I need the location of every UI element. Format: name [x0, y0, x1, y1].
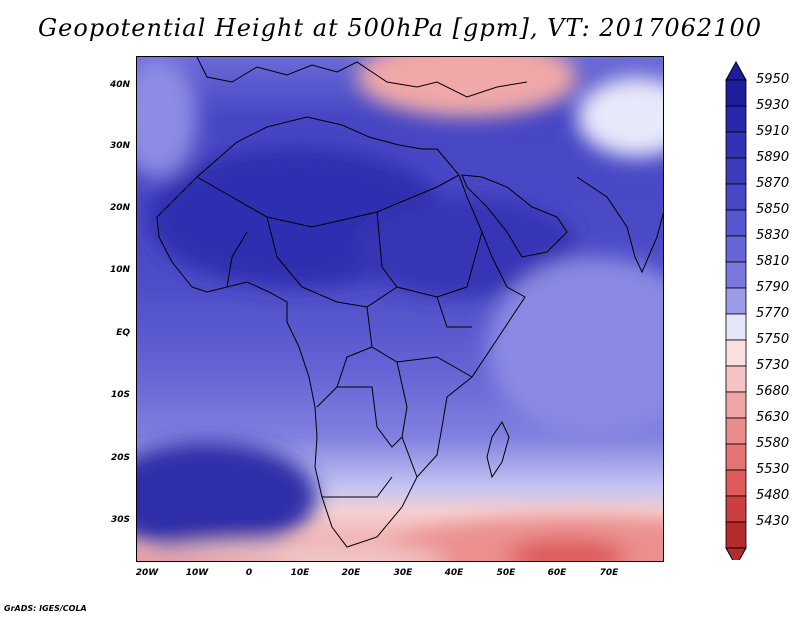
colorbar-level-label: 5870 [756, 176, 790, 191]
colorbar-box [725, 183, 747, 211]
colorbar-level-label: 5770 [756, 306, 790, 321]
colorbar-box [725, 339, 747, 367]
colorbar-box [725, 313, 747, 341]
colorbar-level-label: 5630 [756, 410, 790, 425]
colorbar-level-label: 5480 [756, 488, 790, 503]
colorbar-level-label: 5850 [756, 202, 790, 217]
colorbar-box [725, 391, 747, 419]
footer-credit: GrADS: IGES/COLA [4, 604, 87, 613]
colorbar-box [725, 469, 747, 497]
lat-tick-label: 30N [109, 141, 130, 151]
colorbar-box [725, 79, 747, 107]
lat-tick-label: 40N [109, 80, 130, 90]
lat-tick-label: EQ [116, 328, 130, 338]
colorbar-box [725, 235, 747, 263]
lon-tick-label: 30E [393, 568, 413, 578]
colorbar-level-label: 5430 [756, 514, 790, 529]
colorbar-box [725, 365, 747, 393]
lat-tick-label: 20N [109, 203, 130, 213]
colorbar-box [725, 105, 747, 133]
colorbar-level-label: 5950 [756, 72, 790, 87]
chart-title: Geopotential Height at 500hPa [gpm], VT:… [38, 14, 762, 42]
lat-tick-label: 10S [110, 390, 130, 400]
lon-tick-label: 50E [496, 568, 516, 578]
colorbar-level-label: 5830 [756, 228, 790, 243]
colorbar-level-label: 5890 [756, 150, 790, 165]
colorbar-level-label: 5680 [756, 384, 790, 399]
colorbar-box [725, 443, 747, 471]
lon-tick-label: 40E [444, 568, 464, 578]
colorbar-box [725, 157, 747, 185]
lat-tick-label: 20S [110, 453, 130, 463]
colorbar-level-label: 5730 [756, 358, 790, 373]
height-field [137, 57, 663, 561]
colorbar-box [725, 521, 747, 549]
colorbar-box [725, 131, 747, 159]
lat-tick-label: 30S [110, 515, 130, 525]
colorbar-box [725, 261, 747, 289]
colorbar [725, 60, 747, 560]
colorbar-level-label: 5530 [756, 462, 790, 477]
colorbar-box [725, 417, 747, 445]
lon-tick-label: 10W [185, 568, 209, 578]
lon-tick-label: 20W [135, 568, 159, 578]
colorbar-box [725, 495, 747, 523]
lon-tick-label: 70E [599, 568, 619, 578]
lon-tick-label: 0 [245, 568, 253, 578]
colorbar-top-arrow [725, 60, 747, 81]
colorbar-box [725, 287, 747, 315]
lon-tick-label: 20E [341, 568, 361, 578]
colorbar-level-label: 5930 [756, 98, 790, 113]
lat-tick-label: 10N [109, 265, 130, 275]
colorbar-level-label: 5790 [756, 280, 790, 295]
colorbar-level-label: 5580 [756, 436, 790, 451]
coastline [156, 57, 663, 548]
map-plot-area [136, 56, 664, 562]
lon-tick-label: 60E [547, 568, 567, 578]
colorbar-box [725, 209, 747, 237]
colorbar-level-label: 5810 [756, 254, 790, 269]
colorbar-level-label: 5910 [756, 124, 790, 139]
colorbar-level-label: 5750 [756, 332, 790, 347]
lon-tick-label: 10E [290, 568, 310, 578]
colorbar-bottom-arrow [725, 547, 747, 560]
